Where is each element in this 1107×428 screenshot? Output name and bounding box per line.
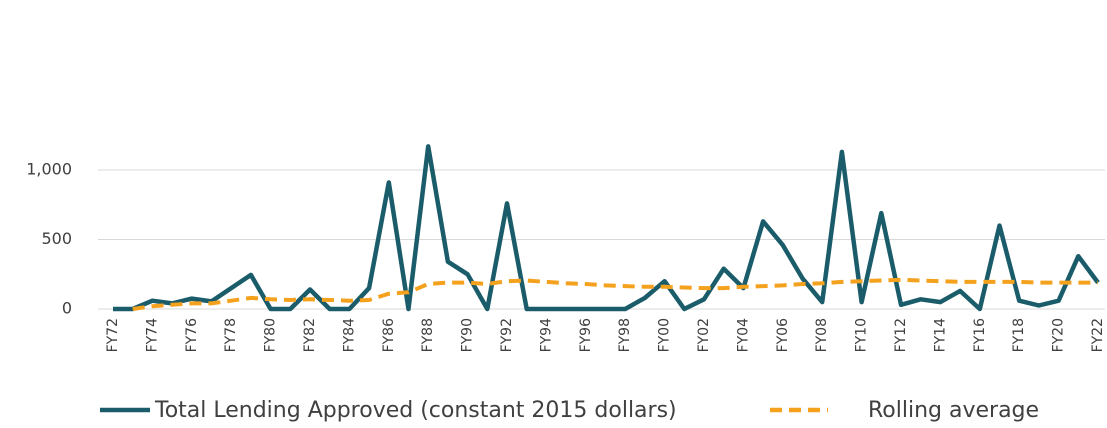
- x-tick-label: FY88: [420, 318, 436, 352]
- x-tick-label: FY00: [657, 318, 673, 352]
- x-tick-label: FY90: [460, 318, 476, 352]
- x-tick-label: FY12: [893, 318, 909, 352]
- x-tick-label: FY80: [263, 318, 279, 352]
- x-tick-label: FY78: [223, 318, 239, 352]
- x-tick-label: FY74: [144, 318, 160, 353]
- legend-label: Total Lending Approved (constant 2015 do…: [154, 398, 677, 423]
- x-tick-label: FY94: [538, 318, 554, 353]
- x-tick-label: FY08: [814, 318, 830, 352]
- x-tick-label: FY82: [302, 318, 318, 352]
- x-tick-label: FY04: [735, 318, 751, 353]
- y-tick-label: 500: [41, 229, 72, 248]
- y-tick-label: 1,000: [26, 160, 72, 179]
- series-line: [113, 144, 1100, 312]
- x-tick-label: FY14: [932, 318, 948, 353]
- x-tick-label: FY02: [696, 318, 712, 352]
- x-tick-label: FY18: [1011, 318, 1027, 352]
- x-tick-label: FY06: [775, 318, 791, 353]
- x-tick-label: FY22: [1090, 318, 1106, 352]
- x-tick-label: FY72: [105, 318, 121, 352]
- x-tick-label: FY16: [972, 318, 988, 353]
- x-tick-label: FY76: [184, 318, 200, 353]
- x-tick-label: FY92: [499, 318, 515, 352]
- y-tick-label: 0: [62, 299, 72, 318]
- x-tick-label: FY86: [381, 318, 397, 353]
- x-tick-label: FY96: [578, 318, 594, 353]
- x-tick-label: FY10: [854, 318, 870, 352]
- series-line: [132, 277, 1098, 311]
- x-tick-label: FY84: [341, 318, 357, 353]
- x-tick-label: FY98: [617, 318, 633, 352]
- x-tick-label: FY20: [1051, 318, 1067, 352]
- legend-label: Rolling average: [868, 398, 1039, 423]
